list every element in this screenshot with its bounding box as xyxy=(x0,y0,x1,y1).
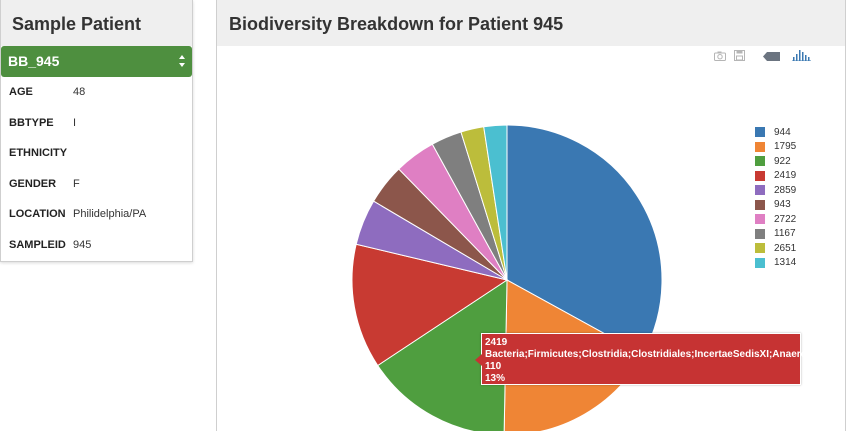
legend-label: 2651 xyxy=(774,242,797,254)
legend-item[interactable]: 943 xyxy=(755,198,796,213)
panel-title: Sample Patient xyxy=(1,0,192,46)
legend-swatch xyxy=(755,141,765,152)
slice-tooltip: 2419 Bacteria;Firmicutes;Clostridia;Clos… xyxy=(475,333,842,385)
pie-slice-944[interactable] xyxy=(506,124,663,356)
legend-label: 1167 xyxy=(774,228,796,240)
legend-label: 1795 xyxy=(774,141,797,153)
legend-swatch xyxy=(755,214,765,225)
legend-swatch xyxy=(755,228,765,239)
detail-row: ETHNICITY xyxy=(1,138,192,169)
legend-item[interactable]: 1795 xyxy=(755,140,796,155)
select-arrows-icon xyxy=(178,54,186,68)
legend-item[interactable]: 2722 xyxy=(755,212,796,227)
legend-label: 2419 xyxy=(774,170,797,182)
tag-icon[interactable] xyxy=(763,48,780,66)
tooltip-id: 2419 xyxy=(485,337,508,348)
legend-swatch xyxy=(755,170,765,181)
patient-select-value: BB_945 xyxy=(8,53,60,69)
legend-item[interactable]: 1314 xyxy=(755,256,796,271)
detail-value: I xyxy=(73,116,77,129)
detail-value: F xyxy=(73,177,80,190)
bar-chart-icon[interactable] xyxy=(792,48,811,66)
legend-label: 922 xyxy=(774,155,791,167)
chart-legend: 944 1795 922 2419 2859 943 2722 1167 2651 1314 xyxy=(755,125,796,270)
detail-row: GENDER F xyxy=(1,169,192,200)
detail-key: LOCATION xyxy=(9,208,66,221)
tooltip-percent: 13% xyxy=(485,373,506,384)
legend-item[interactable]: 944 xyxy=(755,125,796,140)
legend-label: 944 xyxy=(774,126,791,138)
pie-slice-922[interactable] xyxy=(377,279,508,431)
legend-item[interactable]: 2651 xyxy=(755,241,796,256)
legend-swatch xyxy=(755,185,765,196)
detail-key: GENDER xyxy=(9,177,57,190)
legend-item[interactable]: 2419 xyxy=(755,169,796,184)
legend-item[interactable]: 1167 xyxy=(755,227,796,242)
legend-item[interactable]: 922 xyxy=(755,154,796,169)
panel-title: Biodiversity Breakdown for Patient 945 xyxy=(217,0,845,46)
tooltip-taxonomy: Bacteria;Firmicutes;Clostridia;Clostridi… xyxy=(485,349,842,360)
detail-row: AGE 48 xyxy=(1,77,192,108)
legend-label: 2722 xyxy=(774,213,797,225)
detail-row: SAMPLEID 945 xyxy=(1,230,192,261)
detail-key: AGE xyxy=(9,86,33,99)
legend-label: 1314 xyxy=(774,257,797,269)
sample-patient-panel: Sample Patient BB_945 AGE 48 BBTYPE I ETHNIC… xyxy=(0,0,193,262)
legend-swatch xyxy=(755,127,765,138)
biodiversity-panel: Biodiversity Breakdown for Patient 945 xyxy=(216,0,846,431)
legend-swatch xyxy=(755,156,765,167)
legend-swatch xyxy=(755,257,765,268)
patient-details: AGE 48 BBTYPE I ETHNICITY GENDER F LOCATION Phil… xyxy=(1,77,192,260)
legend-swatch xyxy=(755,199,765,210)
tooltip-count: 110 xyxy=(485,361,502,372)
detail-key: BBTYPE xyxy=(9,116,54,129)
detail-value: 945 xyxy=(73,238,92,251)
detail-key: SAMPLEID xyxy=(9,238,66,251)
detail-key: ETHNICITY xyxy=(9,147,68,160)
legend-item[interactable]: 2859 xyxy=(755,183,796,198)
detail-row: BBTYPE I xyxy=(1,108,192,139)
legend-label: 2859 xyxy=(774,184,797,196)
save-icon[interactable] xyxy=(734,48,745,66)
pie-slice-1314[interactable] xyxy=(483,124,508,281)
legend-label: 943 xyxy=(774,199,791,211)
camera-icon[interactable] xyxy=(714,48,726,66)
pie-slice-2419[interactable] xyxy=(351,243,509,367)
chart-toolbar xyxy=(714,48,811,66)
legend-swatch xyxy=(755,243,765,254)
detail-row: LOCATION Philidelphia/PA xyxy=(1,199,192,230)
patient-select[interactable]: BB_945 xyxy=(1,46,192,77)
detail-value: Philidelphia/PA xyxy=(73,208,147,221)
tooltip-pointer xyxy=(475,354,482,366)
detail-value: 48 xyxy=(73,86,86,99)
